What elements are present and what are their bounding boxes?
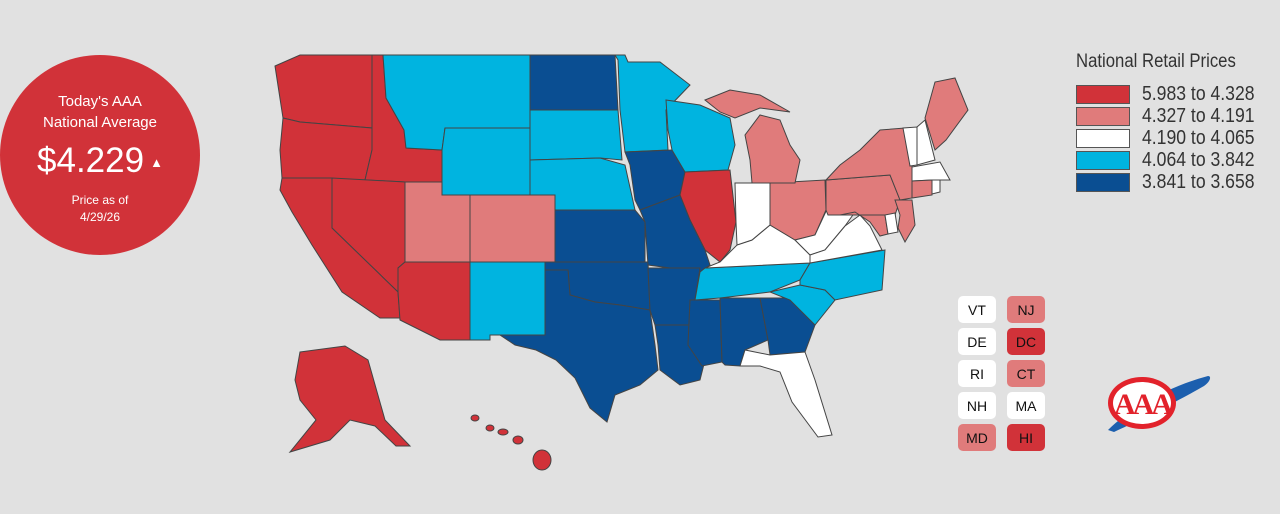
legend-label: 5.983 to 4.328 <box>1142 82 1255 105</box>
state-ct[interactable] <box>911 179 933 199</box>
state-ak[interactable] <box>288 345 412 453</box>
legend: National Retail Prices 5.983 to 4.328 4.3… <box>1076 51 1270 193</box>
state-tx[interactable] <box>498 269 659 423</box>
legend-swatch <box>1076 84 1130 104</box>
state-wy[interactable] <box>441 127 531 196</box>
small-state-ri[interactable]: RI <box>958 360 996 387</box>
legend-label: 4.190 to 4.065 <box>1142 126 1255 149</box>
state-pa[interactable] <box>825 174 901 216</box>
state-mi[interactable] <box>744 114 801 184</box>
national-average-price: $4.229 <box>37 141 145 180</box>
legend-item: 4.190 to 4.065 <box>1076 127 1270 149</box>
svg-text:AAA: AAA <box>1114 388 1173 421</box>
legend-item: 3.841 to 3.658 <box>1076 171 1270 193</box>
small-state-de[interactable]: DE <box>958 328 996 355</box>
state-de[interactable] <box>884 212 899 235</box>
state-fl[interactable] <box>739 349 833 438</box>
state-hi[interactable] <box>470 414 480 422</box>
small-state-nj[interactable]: NJ <box>1007 296 1045 323</box>
legend-swatch <box>1076 106 1130 126</box>
heading-line-2: National Average <box>43 114 157 131</box>
state-me[interactable] <box>924 77 969 151</box>
state-or[interactable] <box>279 117 373 181</box>
state-ca[interactable] <box>279 177 401 319</box>
state-wa[interactable] <box>274 54 376 129</box>
trend-up-icon: ▲ <box>150 155 163 171</box>
state-hi[interactable] <box>512 435 524 445</box>
state-sd[interactable] <box>529 109 623 161</box>
small-state-nh[interactable]: NH <box>958 392 996 419</box>
state-nd[interactable] <box>529 54 619 111</box>
price-date: Price as of 4/29/26 <box>0 192 200 226</box>
price-date-value: 4/29/26 <box>79 210 121 224</box>
state-az[interactable] <box>397 261 471 341</box>
state-nm[interactable] <box>469 261 546 341</box>
state-nh[interactable] <box>916 119 936 166</box>
national-average-badge: Today's AAA National Average $4.229 ▲ Pri… <box>0 55 200 255</box>
state-mo[interactable] <box>639 194 711 273</box>
state-hi[interactable] <box>485 424 495 432</box>
national-average-price-row: $4.229 ▲ <box>0 141 200 181</box>
small-state-vt[interactable]: VT <box>958 296 996 323</box>
state-va[interactable] <box>809 214 883 264</box>
legend-item: 4.064 to 3.842 <box>1076 149 1270 171</box>
legend-swatch <box>1076 150 1130 170</box>
small-state-ct[interactable]: CT <box>1007 360 1045 387</box>
legend-label: 4.327 to 4.191 <box>1142 104 1255 127</box>
legend-title: National Retail Prices <box>1076 51 1236 72</box>
legend-swatch <box>1076 128 1130 148</box>
state-hi[interactable] <box>532 449 552 471</box>
price-date-label: Price as of <box>71 193 129 207</box>
state-ri[interactable] <box>931 179 941 195</box>
state-ma[interactable] <box>911 161 951 182</box>
legend-item: 4.327 to 4.191 <box>1076 105 1270 127</box>
national-average-heading: Today's AAA National Average <box>0 91 200 133</box>
state-nj[interactable] <box>894 199 916 244</box>
small-state-ma[interactable]: MA <box>1007 392 1045 419</box>
state-hi[interactable] <box>497 428 509 436</box>
state-co[interactable] <box>469 194 556 263</box>
small-state-md[interactable]: MD <box>958 424 996 451</box>
state-mi[interactable] <box>704 89 791 119</box>
heading-line-1: Today's AAA <box>58 93 142 110</box>
legend-swatch <box>1076 172 1130 192</box>
state-mn[interactable] <box>614 54 691 153</box>
legend-label: 4.064 to 3.842 <box>1142 148 1255 171</box>
legend-label: 3.841 to 3.658 <box>1142 170 1255 193</box>
small-state-dc[interactable]: DC <box>1007 328 1045 355</box>
small-state-hi[interactable]: HI <box>1007 424 1045 451</box>
state-ks[interactable] <box>554 209 646 266</box>
legend-item: 5.983 to 4.328 <box>1076 83 1270 105</box>
aaa-logo: AAA <box>1108 376 1211 432</box>
state-ms[interactable] <box>687 299 723 367</box>
